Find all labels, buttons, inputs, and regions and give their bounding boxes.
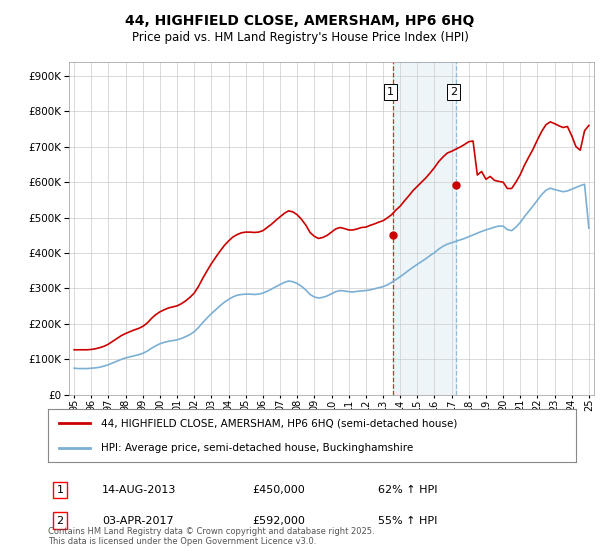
Text: 03-APR-2017: 03-APR-2017 (102, 516, 173, 526)
Text: 2: 2 (56, 516, 64, 526)
Text: 55% ↑ HPI: 55% ↑ HPI (378, 516, 437, 526)
Text: 1: 1 (387, 87, 394, 97)
Text: Contains HM Land Registry data © Crown copyright and database right 2025.
This d: Contains HM Land Registry data © Crown c… (48, 526, 374, 546)
Text: Price paid vs. HM Land Registry's House Price Index (HPI): Price paid vs. HM Land Registry's House … (131, 31, 469, 44)
Text: 44, HIGHFIELD CLOSE, AMERSHAM, HP6 6HQ: 44, HIGHFIELD CLOSE, AMERSHAM, HP6 6HQ (125, 14, 475, 28)
Point (451, 180, 461, 189)
Point (388, 231, 398, 240)
Text: £450,000: £450,000 (252, 485, 305, 495)
Bar (393, 62, 456, 395)
Text: 1: 1 (56, 485, 64, 495)
Text: 44, HIGHFIELD CLOSE, AMERSHAM, HP6 6HQ (semi-detached house): 44, HIGHFIELD CLOSE, AMERSHAM, HP6 6HQ (… (101, 418, 457, 428)
Text: 14-AUG-2013: 14-AUG-2013 (102, 485, 176, 495)
Text: 62% ↑ HPI: 62% ↑ HPI (378, 485, 437, 495)
Text: 2: 2 (450, 87, 457, 97)
Text: £592,000: £592,000 (252, 516, 305, 526)
Text: HPI: Average price, semi-detached house, Buckinghamshire: HPI: Average price, semi-detached house,… (101, 442, 413, 452)
